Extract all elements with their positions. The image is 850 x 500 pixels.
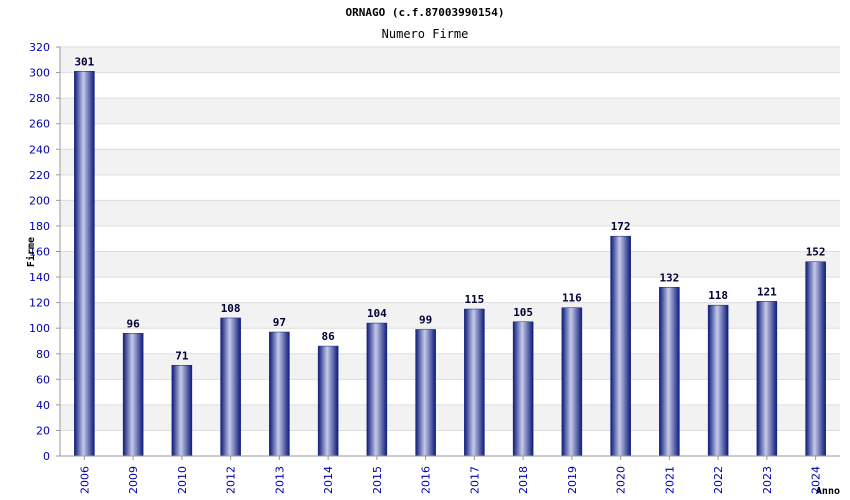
value-label-2016: 99 (419, 313, 432, 326)
grid-band (60, 251, 840, 278)
x-tick-label-2018: 2018 (517, 466, 530, 494)
x-tick-label-2006: 2006 (78, 466, 91, 494)
grid-band (60, 149, 840, 175)
bars (74, 71, 826, 457)
value-label-2015: 104 (367, 307, 387, 320)
y-tick-label: 240 (29, 143, 50, 156)
x-tick-label-2024: 2024 (810, 466, 823, 494)
y-tick-label: 120 (29, 297, 50, 310)
value-labels: 301 96 71 108 97 86 104 99 115 105 116 172 132 118 121… (74, 55, 825, 362)
y-tick-label: 200 (29, 194, 50, 207)
grid-band (60, 98, 840, 124)
x-tick-label-2012: 2012 (225, 466, 238, 494)
bar-2012 (220, 317, 241, 457)
bar-2023 (756, 301, 778, 457)
y-tick-label: 260 (29, 118, 50, 131)
y-tick-label: 40 (36, 399, 50, 412)
x-tick-label-2022: 2022 (712, 466, 725, 494)
bar-2016 (415, 329, 436, 457)
x-tick-label-2021: 2021 (663, 466, 676, 494)
bar-2024 (805, 261, 826, 457)
x-tick-label-2023: 2023 (761, 466, 774, 494)
x-tick-label-2016: 2016 (420, 466, 433, 494)
value-label-2020: 172 (611, 220, 631, 233)
grid-band (60, 200, 840, 226)
bar-2020 (610, 235, 631, 457)
bar-2006 (74, 71, 95, 457)
x-tick-label-2019: 2019 (566, 466, 579, 494)
x-tick-label-2010: 2010 (176, 466, 189, 494)
y-tick-label: 220 (29, 169, 50, 182)
y-tick-label: 60 (36, 373, 50, 386)
chart-title: ORNAGO (c.f.87003990154) (346, 6, 505, 19)
grid-band (60, 47, 840, 73)
y-axis-ticks: 0 20 40 60 80 100 120 140 160 180 200 220 240 260 280 3… (29, 41, 50, 463)
chart-subtitle: Numero Firme (382, 27, 469, 41)
bar-2019 (561, 307, 583, 457)
x-tick-label-2009: 2009 (127, 466, 140, 494)
y-tick-label: 180 (29, 220, 50, 233)
bar-2010 (171, 365, 193, 457)
bar-2014 (317, 345, 339, 457)
value-label-2023: 121 (757, 285, 777, 298)
value-label-2019: 116 (562, 292, 582, 305)
value-label-2014: 86 (322, 330, 336, 343)
bar-2017 (464, 308, 485, 457)
value-label-2017: 115 (464, 293, 484, 306)
x-tick-label-2013: 2013 (273, 466, 286, 494)
x-axis-ticks: 2006 2009 2010 2012 2013 2014 2015 2016 2017 2018… (78, 456, 823, 494)
y-tick-label: 80 (36, 348, 50, 361)
bar-2021 (659, 287, 680, 457)
x-tick-label-2020: 2020 (615, 466, 628, 494)
y-tick-label: 300 (29, 67, 50, 80)
y-tick-label: 0 (43, 450, 50, 463)
value-label-2024: 152 (806, 246, 826, 259)
bar-2022 (707, 304, 729, 457)
value-label-2010: 71 (175, 349, 189, 362)
y-tick-label: 20 (36, 424, 50, 437)
bar-2018 (512, 321, 534, 457)
x-tick-label-2017: 2017 (468, 466, 481, 494)
y-tick-label: 100 (29, 322, 50, 335)
value-label-2012: 108 (221, 302, 241, 315)
x-tick-label-2014: 2014 (322, 466, 335, 494)
bar-2009 (122, 333, 144, 457)
value-label-2022: 118 (708, 289, 728, 302)
bar-2015 (366, 322, 388, 457)
value-label-2009: 96 (127, 317, 141, 330)
x-axis-label: Anno (816, 486, 840, 497)
x-tick-label-2015: 2015 (371, 466, 384, 494)
y-tick-label: 320 (29, 41, 50, 54)
y-tick-label: 160 (29, 246, 50, 259)
value-label-2006: 301 (74, 55, 94, 68)
value-label-2021: 132 (659, 271, 679, 284)
y-axis-label: Firme (25, 237, 37, 267)
value-label-2018: 105 (513, 306, 533, 319)
bar-2013 (269, 331, 290, 457)
y-tick-label: 140 (29, 271, 50, 284)
value-label-2013: 97 (273, 316, 286, 329)
y-tick-label: 280 (29, 92, 50, 105)
